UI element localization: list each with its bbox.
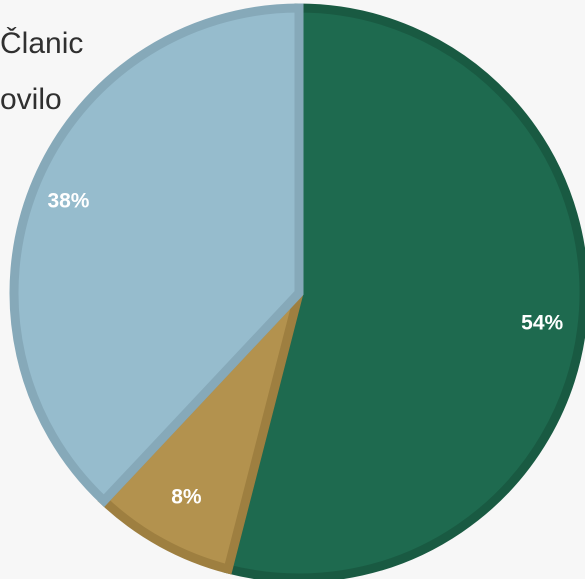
pie-slice-3 xyxy=(9,3,304,508)
pie-slice-1 xyxy=(222,3,585,579)
pie-slice-2 xyxy=(97,289,304,575)
slice-label-2: 8% xyxy=(171,485,202,508)
legend-label-2: ovilo xyxy=(0,83,62,116)
slice-label-3: 38% xyxy=(47,189,89,212)
legend-label-1: Članic xyxy=(0,27,84,60)
slice-label-1: 54% xyxy=(521,311,563,334)
